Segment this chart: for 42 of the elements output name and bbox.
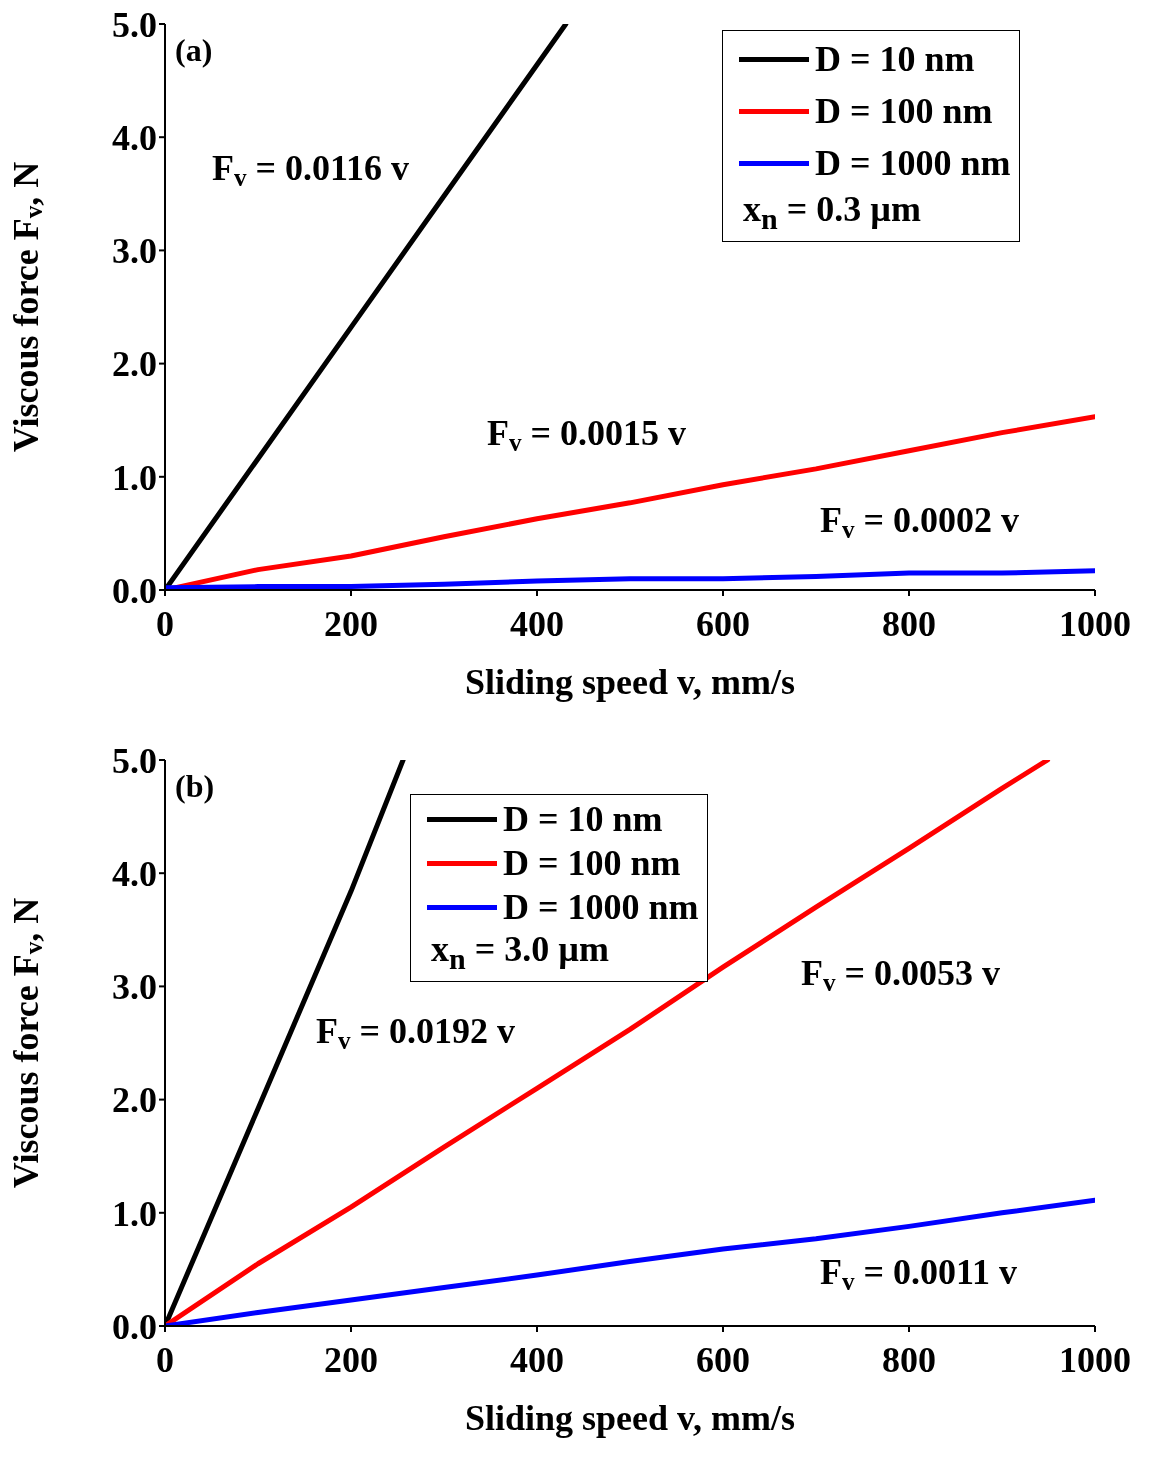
x-tick-label: 1000 (1059, 1339, 1131, 1380)
y-tick-label: 3.0 (112, 231, 157, 272)
annotation: F$_{v}$ = 0.0002 v (820, 500, 1020, 544)
x-tick-label: 400 (510, 603, 564, 644)
legend-label: D = 10 nm (503, 798, 663, 841)
x-axis-title: Sliding speed v, mm/s (464, 661, 796, 702)
legend-label: D = 100 nm (503, 842, 681, 885)
chart-title: (a) (175, 32, 213, 69)
x-tick-label: 0 (156, 603, 174, 644)
annotation: F$_{v}$ = 0.0116 v (212, 148, 410, 192)
y-tick-label: 5.0 (112, 4, 157, 45)
chart-title: (b) (175, 768, 215, 805)
legend-title: x$_{n}$ = 3.0 µm (431, 929, 609, 976)
x-tick-label: 600 (696, 603, 750, 644)
y-tick-label: 2.0 (112, 344, 157, 385)
y-tick-label: 3.0 (112, 967, 157, 1008)
annotation: F$_{v}$ = 0.0192 v (316, 1011, 516, 1055)
y-tick-label: 2.0 (112, 1080, 157, 1121)
annotation: F$_{v}$ = 0.0011 v (820, 1252, 1018, 1296)
legend-label: D = 1000 nm (815, 142, 1011, 185)
legend-label: D = 1000 nm (503, 886, 699, 929)
legend-title: x$_{n}$ = 0.3 µm (743, 189, 921, 236)
x-tick-label: 800 (882, 1339, 936, 1380)
y-tick-label: 0.0 (112, 1306, 157, 1347)
x-tick-label: 0 (156, 1339, 174, 1380)
legend-label: D = 10 nm (815, 38, 975, 81)
x-tick-label: 1000 (1059, 603, 1131, 644)
y-tick-label: 4.0 (112, 117, 157, 158)
annotation: F$_{v}$ = 0.0053 v (801, 953, 1001, 997)
x-tick-label: 200 (324, 1339, 378, 1380)
x-tick-label: 400 (510, 1339, 564, 1380)
legend-label: D = 100 nm (815, 90, 993, 133)
x-tick-label: 200 (324, 603, 378, 644)
y-tick-label: 1.0 (112, 457, 157, 498)
y-tick-label: 0.0 (112, 570, 157, 611)
annotation: F$_{v}$ = 0.0015 v (487, 413, 687, 457)
x-tick-label: 800 (882, 603, 936, 644)
x-tick-label: 600 (696, 1339, 750, 1380)
y-tick-label: 1.0 (112, 1193, 157, 1234)
y-tick-label: 5.0 (112, 740, 157, 781)
x-axis-title: Sliding speed v, mm/s (464, 1397, 796, 1438)
y-tick-label: 4.0 (112, 853, 157, 894)
